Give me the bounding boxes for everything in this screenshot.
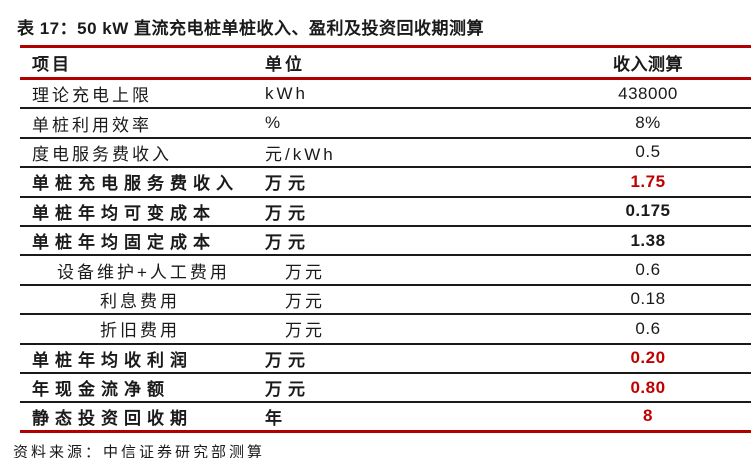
row-unit: 元/kWh	[265, 144, 336, 164]
row-value: 0.6	[635, 260, 661, 280]
row-unit: 万元	[265, 350, 311, 370]
row-unit: 万元	[285, 321, 325, 341]
row-value: 438000	[618, 83, 678, 103]
row-item: 单桩充电服务费收入	[32, 174, 239, 194]
row-value: 0.175	[625, 201, 671, 221]
row-item: 年现金流净额	[32, 380, 170, 400]
row-item: 静态投资回收期	[32, 408, 193, 428]
row-value: 8	[643, 406, 653, 426]
row-item: 理论充电上限	[32, 86, 152, 106]
data-table: 项目 单位 收入测算 理论充电上限 kWh 438000 单桩利用效率 % 8%…	[20, 45, 751, 433]
row-item: 折旧费用	[100, 321, 180, 341]
table-row: 单桩充电服务费收入 万元 1.75	[20, 168, 751, 198]
row-value: 1.38	[630, 230, 666, 250]
row-unit: 万元	[265, 380, 311, 400]
row-unit: 万元	[285, 291, 325, 311]
column-header-item: 项目	[32, 55, 72, 74]
table-row: 折旧费用 万元 0.6	[20, 315, 751, 345]
row-item: 设备维护+人工费用	[57, 262, 230, 282]
table-body: 理论充电上限 kWh 438000 单桩利用效率 % 8% 度电服务费收入 元/…	[20, 80, 751, 433]
row-value: 1.75	[630, 171, 666, 191]
column-header-value: 收入测算	[613, 55, 683, 74]
table-row: 单桩年均收利润 万元 0.20	[20, 345, 751, 374]
row-item: 单桩利用效率	[32, 115, 152, 135]
row-value: 0.18	[630, 289, 666, 309]
row-unit: 万元	[285, 262, 325, 282]
table-row: 年现金流净额 万元 0.80	[20, 374, 751, 404]
row-unit: 万元	[265, 203, 311, 223]
table-row: 理论充电上限 kWh 438000	[20, 80, 751, 110]
table-row: 设备维护+人工费用 万元 0.6	[20, 256, 751, 286]
row-unit: 万元	[265, 174, 311, 194]
table-row: 静态投资回收期 年 8	[20, 403, 751, 433]
row-value: 0.20	[630, 348, 666, 368]
row-unit: 万元	[265, 233, 311, 253]
table-header-row: 项目 单位 收入测算	[20, 48, 751, 80]
table-title: 表 17：50 kW 直流充电桩单桩收入、盈利及投资回收期测算	[17, 19, 484, 38]
row-value: 0.80	[630, 377, 666, 397]
table-row: 单桩年均可变成本 万元 0.175	[20, 198, 751, 227]
table-row: 利息费用 万元 0.18	[20, 286, 751, 316]
row-item: 利息费用	[100, 291, 180, 311]
row-value: 0.5	[635, 142, 661, 162]
row-unit: 年	[265, 408, 288, 428]
table-row: 单桩利用效率 % 8%	[20, 109, 751, 139]
row-item: 单桩年均可变成本	[32, 203, 216, 223]
row-value: 0.6	[635, 318, 661, 338]
row-value: 8%	[635, 113, 661, 133]
row-unit: %	[265, 113, 284, 133]
column-header-unit: 单位	[265, 55, 305, 74]
source-note: 资料来源：中信证券研究部测算	[13, 443, 266, 458]
row-item: 单桩年均固定成本	[32, 233, 216, 253]
row-unit: kWh	[265, 83, 308, 103]
row-item: 单桩年均收利润	[32, 350, 193, 370]
row-item: 度电服务费收入	[32, 144, 172, 164]
table-row: 单桩年均固定成本 万元 1.38	[20, 227, 751, 257]
table-row: 度电服务费收入 元/kWh 0.5	[20, 139, 751, 169]
